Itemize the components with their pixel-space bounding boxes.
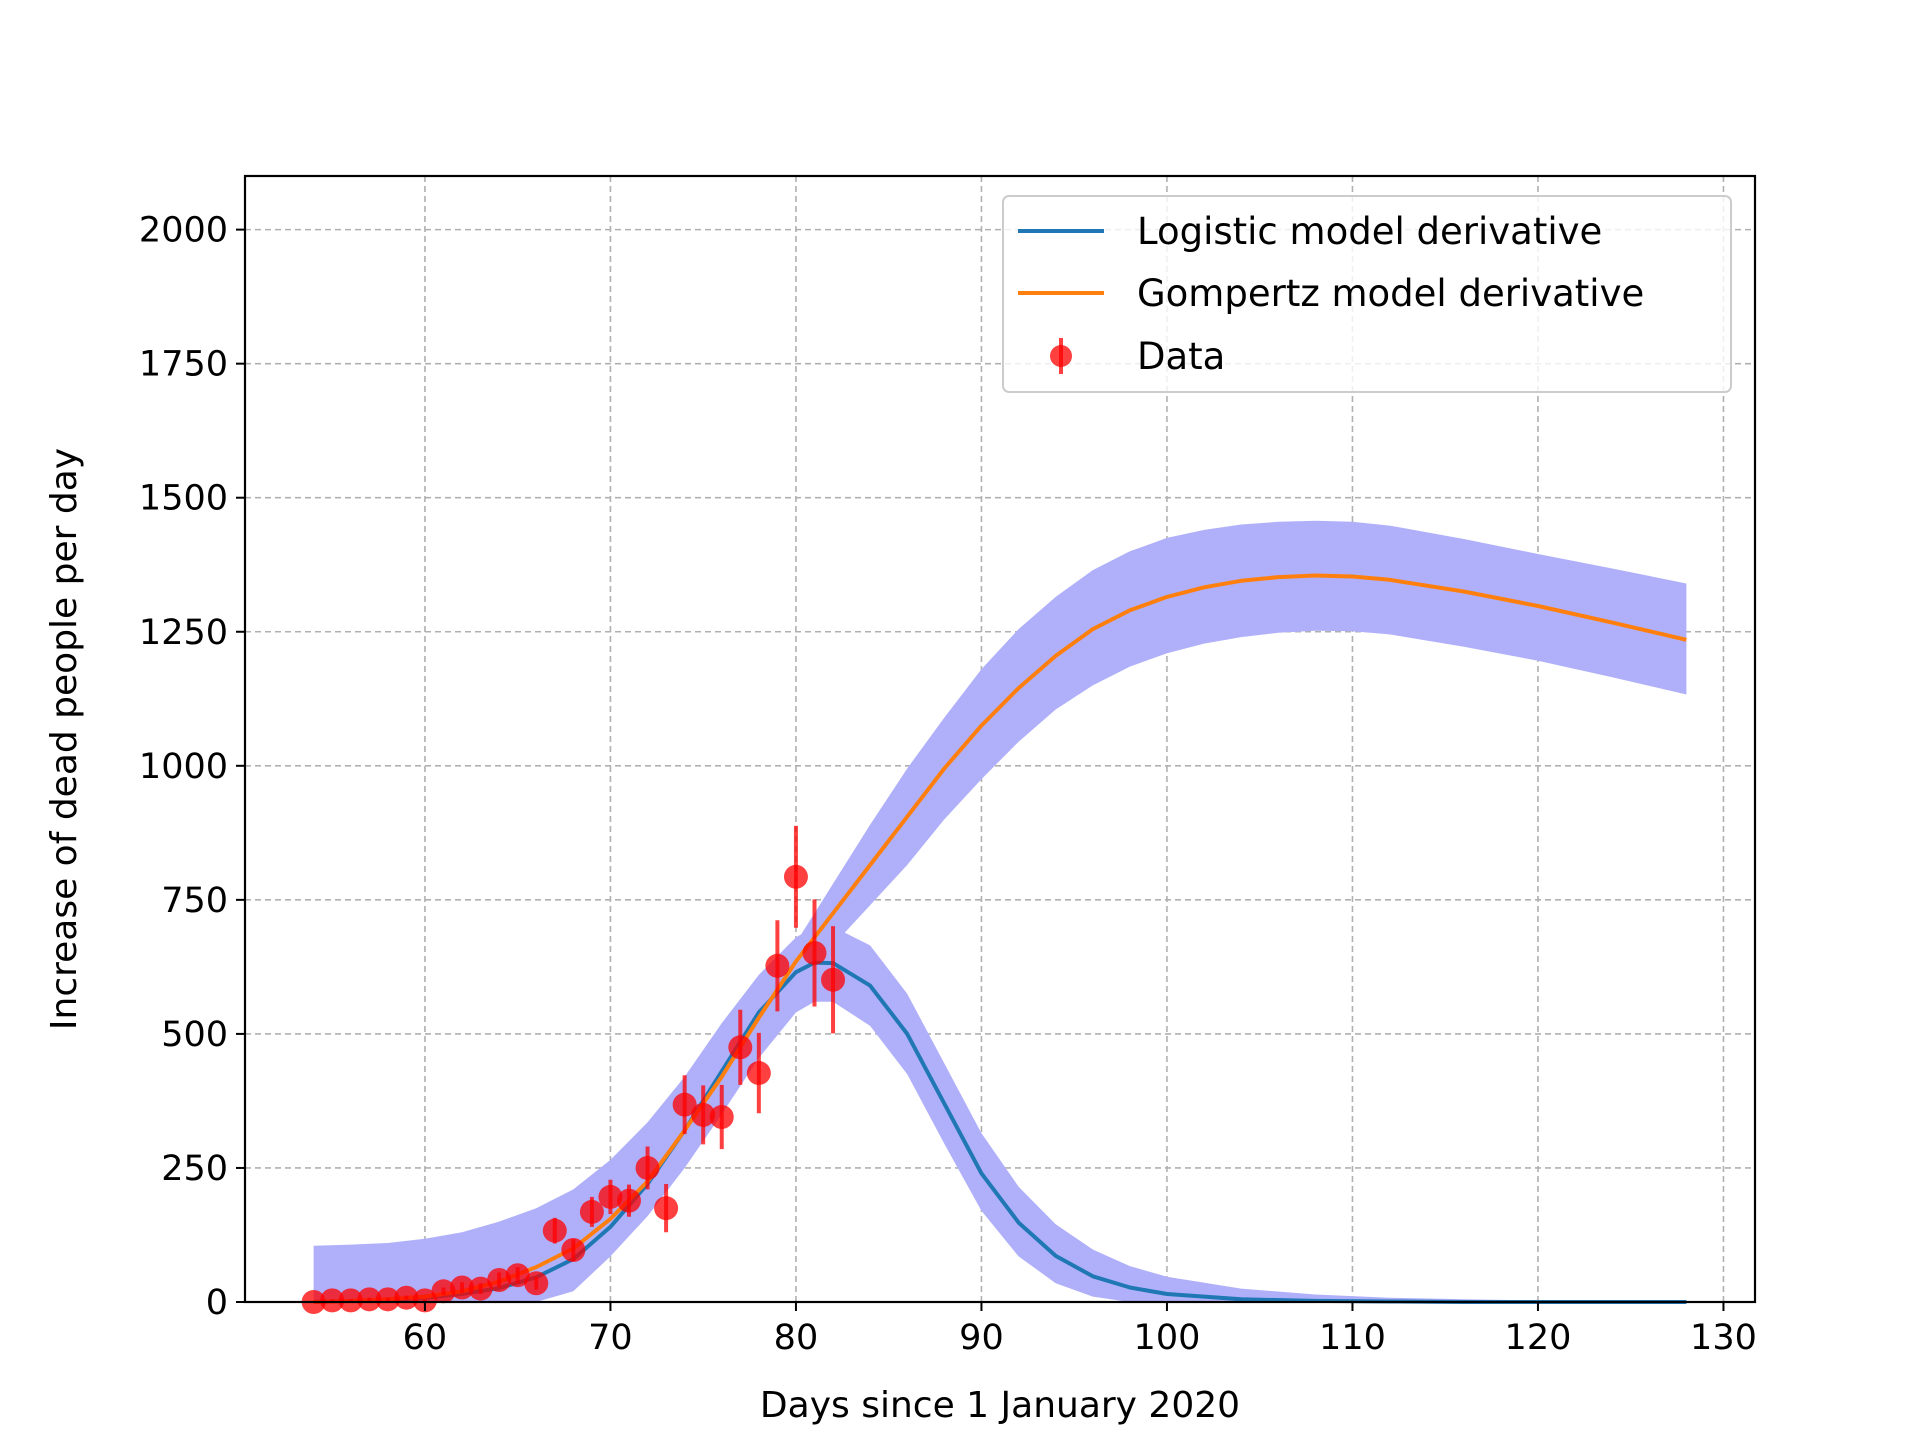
data-point xyxy=(765,953,790,978)
data-point xyxy=(320,1288,345,1313)
data-point xyxy=(802,940,827,965)
data-point xyxy=(338,1288,363,1313)
data-point xyxy=(654,1196,679,1221)
confidence-bands xyxy=(313,520,1687,1302)
confidence-band-1 xyxy=(313,520,1687,1302)
data-point xyxy=(450,1275,475,1300)
x-tick-label: 130 xyxy=(1690,1318,1757,1358)
y-tick-label: 1250 xyxy=(139,613,228,653)
x-tick-label: 70 xyxy=(588,1318,633,1358)
data-point xyxy=(709,1105,734,1130)
data-point xyxy=(579,1199,604,1224)
x-tick-label: 100 xyxy=(1134,1318,1201,1358)
data-point xyxy=(672,1092,697,1117)
data-point xyxy=(783,864,808,889)
y-axis-ticks: 0 250 500 750 1000 1250 1500 1750 2000 xyxy=(139,211,245,1323)
data-point xyxy=(561,1237,586,1262)
y-tick-label: 0 xyxy=(206,1283,228,1323)
x-tick-label: 90 xyxy=(959,1318,1004,1358)
x-tick-label: 120 xyxy=(1505,1318,1572,1358)
y-tick-label: 250 xyxy=(161,1149,228,1189)
legend-label-gompertz: Gompertz model derivative xyxy=(1137,272,1644,315)
data-point xyxy=(691,1102,716,1127)
data-point xyxy=(487,1268,512,1293)
y-tick-label: 750 xyxy=(161,881,228,921)
data-point xyxy=(468,1276,493,1301)
x-tick-label: 80 xyxy=(774,1318,819,1358)
legend-box xyxy=(1002,195,1732,393)
data-point xyxy=(821,967,846,992)
x-tick-label: 110 xyxy=(1319,1318,1386,1358)
legend-label-logistic: Logistic model derivative xyxy=(1137,210,1602,253)
y-tick-label: 2000 xyxy=(139,211,228,251)
data-point xyxy=(616,1188,641,1213)
data-point xyxy=(542,1218,567,1243)
data-point xyxy=(394,1285,419,1310)
y-tick-label: 500 xyxy=(161,1015,228,1055)
x-axis-label: Days since 1 January 2020 xyxy=(760,1385,1240,1426)
data-point xyxy=(375,1287,400,1312)
confidence-band-0 xyxy=(313,926,1687,1302)
data-point xyxy=(357,1287,382,1312)
data-point xyxy=(431,1279,456,1304)
y-axis-label: Increase of dead people per day xyxy=(44,448,85,1030)
x-axis-ticks: 60 70 80 90 100 110 120 130 xyxy=(403,1302,1757,1358)
y-tick-label: 1000 xyxy=(139,747,228,787)
x-tick-label: 60 xyxy=(403,1318,448,1358)
data-point xyxy=(598,1184,623,1209)
data-point xyxy=(412,1288,437,1313)
data-point xyxy=(505,1263,530,1288)
data-points xyxy=(301,825,846,1314)
plot-frame xyxy=(243,174,1757,1304)
data-point xyxy=(635,1155,660,1180)
legend: Logistic model derivative Gompertz model… xyxy=(1002,195,1732,393)
data-point xyxy=(524,1271,549,1296)
y-tick-label: 1500 xyxy=(139,479,228,519)
legend-swatch-data-marker xyxy=(1050,345,1072,367)
legend-label-data: Data xyxy=(1137,335,1225,378)
data-point xyxy=(728,1035,753,1060)
data-point xyxy=(746,1061,771,1086)
y-tick-label: 1750 xyxy=(139,345,228,385)
